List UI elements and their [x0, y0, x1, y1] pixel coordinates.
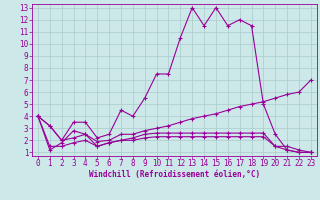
X-axis label: Windchill (Refroidissement éolien,°C): Windchill (Refroidissement éolien,°C)	[89, 170, 260, 179]
